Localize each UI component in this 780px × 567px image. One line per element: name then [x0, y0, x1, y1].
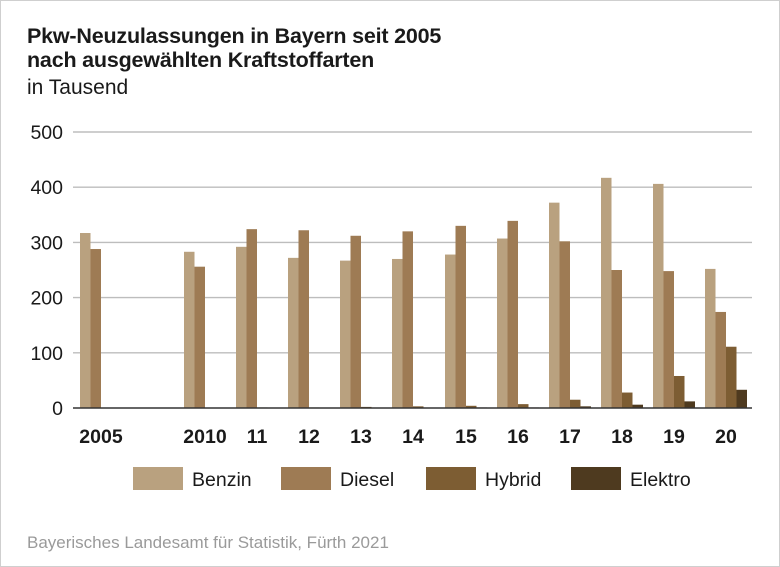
bar-diesel-15 — [455, 225, 466, 408]
chart-title-line1: Pkw-Neuzulassungen in Bayern seit 2005 — [27, 24, 442, 48]
bar-diesel-17 — [559, 241, 570, 408]
legend-label-hybrid: Hybrid — [485, 469, 541, 491]
x-axis-ticks: 2005 2010 11 12 13 14 15 16 17 18 19 20 — [73, 407, 752, 448]
bar-diesel-2005 — [90, 249, 101, 408]
y-tick-label: 100 — [30, 343, 63, 365]
legend-label-diesel: Diesel — [340, 469, 394, 491]
bar-benzin-2010 — [184, 251, 195, 408]
y-tick-label: 0 — [52, 398, 63, 420]
bar-hybrid-18 — [622, 392, 633, 408]
x-tick-label: 18 — [611, 426, 633, 448]
y-tick-label: 400 — [30, 177, 63, 199]
bar-benzin-11 — [236, 246, 247, 408]
bar-elektro-20 — [736, 389, 747, 408]
bar-hybrid-19 — [674, 375, 685, 408]
legend-label-elektro: Elektro — [630, 469, 691, 491]
bar-diesel-14 — [402, 231, 413, 408]
x-tick-label: 12 — [298, 426, 320, 448]
source-note: Bayerisches Landesamt für Statistik, Für… — [27, 533, 389, 552]
bar-benzin-14 — [392, 258, 403, 408]
legend: Benzin Diesel Hybrid Elektro — [133, 467, 691, 491]
bar-elektro-18 — [632, 404, 643, 408]
x-tick-label: 13 — [350, 426, 372, 448]
x-tick-label: 20 — [715, 426, 737, 448]
bar-benzin-17 — [549, 202, 560, 408]
legend-swatch-benzin — [133, 467, 183, 490]
y-axis-ticks: 0 100 200 300 400 500 — [30, 122, 63, 420]
bar-benzin-15 — [445, 254, 456, 408]
bar-diesel-2010 — [194, 266, 205, 408]
bar-diesel-16 — [507, 220, 518, 408]
chart-title: Pkw-Neuzulassungen in Bayern seit 2005 n… — [27, 24, 441, 72]
x-tick-label: 16 — [507, 426, 529, 448]
x-tick-label: 17 — [559, 426, 581, 448]
bar-benzin-13 — [340, 260, 351, 408]
legend-swatch-elektro — [571, 467, 621, 490]
bar-hybrid-20 — [726, 346, 737, 408]
bar-hybrid-14 — [413, 406, 424, 408]
bar-hybrid-15 — [466, 405, 477, 408]
bar-diesel-13 — [350, 235, 361, 408]
y-tick-label: 300 — [30, 232, 63, 254]
bar-elektro-17 — [580, 406, 591, 408]
x-tick-label: 2005 — [79, 426, 123, 448]
bar-diesel-18 — [611, 270, 622, 408]
bar-diesel-11 — [246, 229, 257, 408]
y-tick-label: 500 — [30, 122, 63, 144]
legend-swatch-diesel — [281, 467, 331, 490]
x-tick-label: 2010 — [183, 426, 227, 448]
x-tick-label: 15 — [455, 426, 477, 448]
chart-subtitle: in Tausend — [27, 76, 129, 99]
bar-diesel-20 — [715, 311, 726, 408]
bar-elektro-19 — [684, 401, 695, 408]
bar-hybrid-16 — [518, 404, 529, 408]
bars — [80, 177, 747, 408]
bar-benzin-20 — [705, 268, 716, 408]
bar-diesel-19 — [663, 271, 674, 408]
bar-benzin-18 — [601, 177, 612, 408]
bar-benzin-2005 — [80, 233, 91, 408]
bar-benzin-16 — [497, 238, 508, 408]
x-tick-label: 19 — [663, 426, 685, 448]
x-tick-label: 11 — [247, 426, 268, 448]
legend-swatch-hybrid — [426, 467, 476, 490]
bar-hybrid-17 — [570, 399, 581, 408]
bar-diesel-12 — [298, 230, 309, 408]
bar-benzin-12 — [288, 257, 299, 408]
legend-label-benzin: Benzin — [192, 469, 252, 491]
bar-benzin-19 — [653, 183, 664, 408]
chart-title-line2: nach ausgewählten Kraftstoffarten — [27, 48, 375, 72]
x-tick-label: 14 — [402, 426, 424, 448]
y-tick-label: 200 — [30, 288, 63, 310]
